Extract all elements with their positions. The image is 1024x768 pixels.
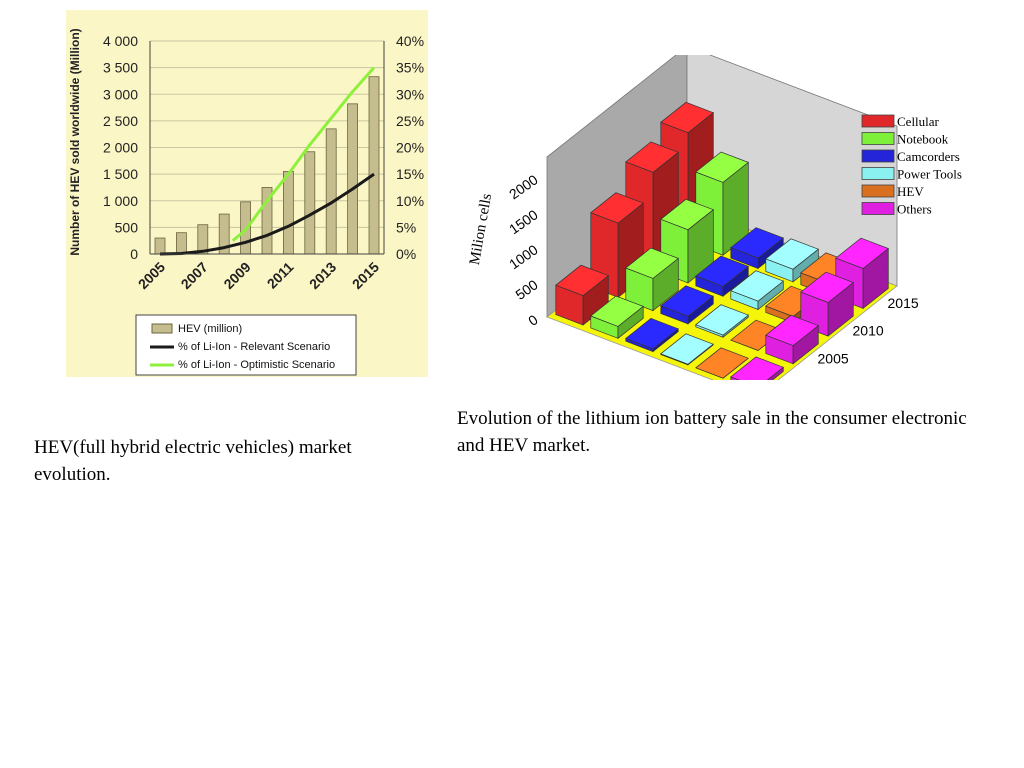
lithium-caption: Evolution of the lithium ion battery sal…	[457, 408, 967, 456]
bar-cellular-2000	[555, 264, 609, 326]
bar-camcorders-2000	[625, 318, 679, 353]
y-tick-label: 3 500	[103, 60, 138, 76]
z-tick-label: 1500	[506, 206, 541, 237]
bar-hev-2015	[368, 76, 380, 255]
bar-notebook-2005	[625, 247, 680, 312]
legend-swatch	[861, 184, 895, 198]
bar-camcorders-2010	[695, 255, 750, 297]
legend-label: Cellular	[897, 114, 940, 129]
bar-power-tools-2010	[730, 270, 785, 311]
legend-swatch	[861, 167, 895, 180]
y-tick-label: 2 000	[103, 140, 138, 156]
bar-hev-2006	[176, 232, 187, 255]
y-tick-label: 1 500	[103, 166, 138, 182]
y-tick-label: 0	[130, 246, 138, 262]
y2-tick-label: 40%	[396, 33, 424, 49]
z-tick-label: 2000	[506, 171, 541, 202]
bar-hev-2005	[154, 237, 166, 255]
legend: HEV (million) % of Li-Ion - Relevant Scen…	[135, 314, 357, 376]
legend-label: % of Li-Ion - Optimistic Scenario	[178, 359, 335, 371]
y-tick-label: 4 000	[103, 33, 138, 49]
legend: Cellular Notebook Camcorders Power Tools HEV…	[861, 114, 962, 217]
y2-tick-label: 5%	[396, 219, 416, 235]
z-tick-label: 500	[512, 276, 540, 303]
bar-others-2000	[730, 356, 784, 380]
bar-notebook-2000	[590, 295, 644, 340]
hev-market-chart: 0 0% 500 5% 1 000 10% 1 500 15% 2 000 20% 2 500 25%…	[66, 10, 428, 377]
legend-swatch-hev	[151, 323, 173, 334]
bar-power-tools-2005	[695, 304, 750, 338]
year-tick-label: 2015	[888, 295, 919, 311]
y-tick-label: 3 000	[103, 86, 138, 102]
bar-camcorders-2005	[660, 285, 715, 325]
legend-label: Others	[897, 202, 932, 217]
y-axis-title: Number of HEV sold worldwide (Million)	[68, 28, 82, 255]
y2-tick-label: 20%	[396, 140, 424, 156]
y-tick-label: 2 500	[103, 113, 138, 129]
bar-power-tools-2015	[765, 238, 820, 283]
bar-hev-2000	[695, 347, 749, 379]
bar-hev-2012	[304, 151, 316, 255]
legend-swatch	[861, 149, 895, 163]
legend-swatch	[861, 132, 895, 145]
y2-tick-label: 35%	[396, 60, 424, 76]
bar-hev-2014	[347, 103, 359, 255]
legend-label: Power Tools	[897, 167, 962, 182]
z-tick-label: 1000	[506, 241, 541, 272]
bar-hev-2011	[282, 171, 294, 255]
legend-label: HEV	[897, 184, 924, 199]
bar-power-tools-2000	[660, 333, 714, 366]
legend-box	[135, 314, 357, 376]
year-tick-label: 2000	[783, 378, 814, 380]
year-tick-label: 2010	[853, 323, 884, 339]
legend-label: HEV (million)	[178, 323, 242, 335]
legend-swatch	[861, 202, 895, 215]
line-optimistic-scenario	[231, 66, 376, 242]
y2-tick-label: 30%	[396, 86, 424, 102]
line-relevant-scenario	[159, 172, 375, 256]
legend-label: % of Li-Ion - Relevant Scenario	[178, 341, 330, 353]
legend-label: Camcorders	[897, 149, 960, 164]
bar-others-2005	[765, 314, 819, 365]
y2-tick-label: 10%	[396, 193, 424, 209]
z-axis-title: Milion cells	[467, 192, 495, 266]
y2-tick-label: 25%	[396, 113, 424, 129]
y-tick-label: 500	[115, 219, 139, 235]
bar-hev-2013	[325, 128, 337, 255]
z-tick-label: 0	[525, 311, 541, 329]
hev-caption: HEV(full hybrid electric vehicles) marke…	[34, 437, 352, 485]
y2-tick-label: 0%	[396, 246, 416, 262]
legend-label: Notebook	[897, 132, 949, 147]
bar-camcorders-2015	[730, 227, 785, 270]
y2-tick-label: 15%	[396, 166, 424, 182]
legend-swatch	[861, 114, 895, 128]
y-tick-label: 1 000	[103, 193, 138, 209]
year-tick-label: 2005	[818, 350, 849, 366]
